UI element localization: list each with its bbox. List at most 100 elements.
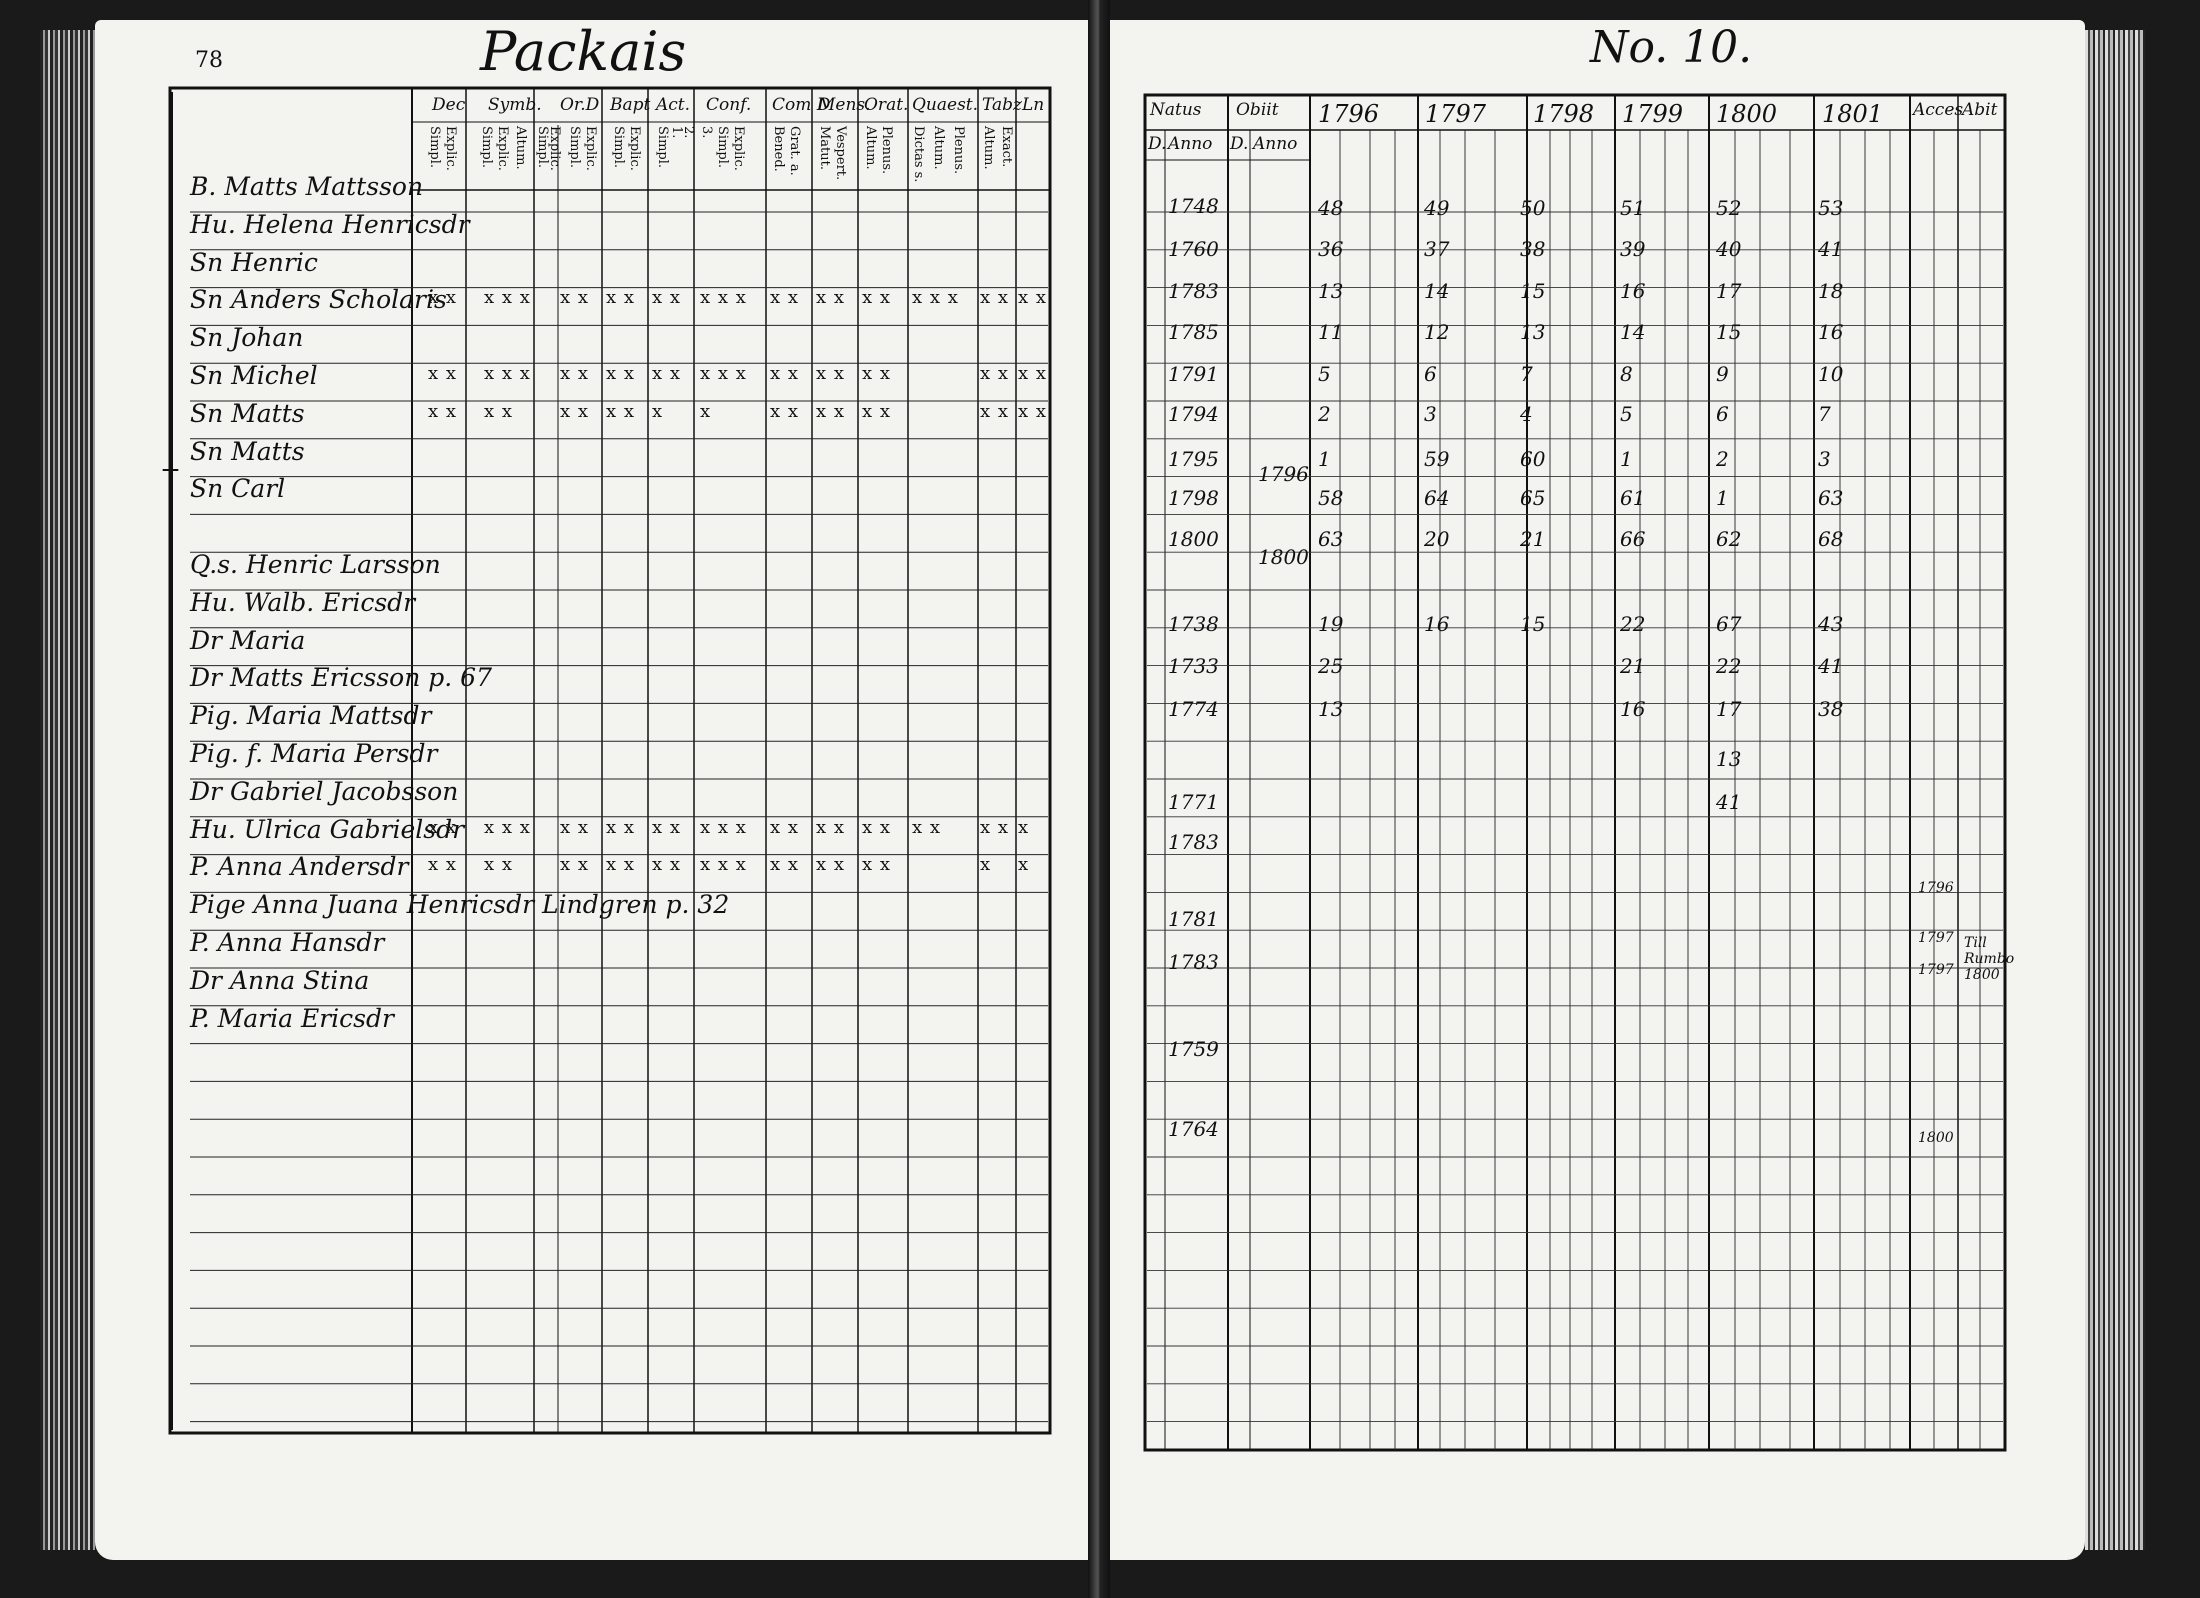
- column-header: Quaest.: [912, 95, 979, 115]
- column-header: 1800: [1716, 100, 1778, 128]
- column-subheader: Altum.: [513, 126, 528, 170]
- exam-mark: x x: [1018, 363, 1048, 384]
- death-year: 1800: [1258, 545, 1309, 569]
- household-member-name: Q.s. Henric Larsson: [190, 550, 441, 579]
- exam-mark: x x: [484, 854, 514, 876]
- exam-mark: x x x: [484, 363, 531, 384]
- age-entry: 66: [1620, 527, 1646, 551]
- age-entry: 61: [1620, 486, 1646, 510]
- exam-mark: x x: [560, 287, 590, 309]
- column-subheader: Anno: [1168, 134, 1213, 154]
- birth-year: 1800: [1168, 527, 1219, 551]
- birth-year: 1774: [1168, 697, 1219, 721]
- column-subheader: 3.: [699, 126, 714, 139]
- exam-mark: x x: [484, 400, 514, 422]
- column-subheader: Explic.: [627, 126, 642, 171]
- birth-year: 1795: [1168, 447, 1219, 471]
- exam-mark: x x: [428, 816, 458, 838]
- column-subheader: Simpl.: [535, 126, 550, 169]
- birth-year: 1794: [1168, 402, 1219, 426]
- exam-mark: x x: [816, 400, 846, 422]
- column-subheader: Explic.: [547, 126, 562, 171]
- exam-mark: x x: [560, 854, 590, 876]
- age-entry: 2: [1318, 402, 1331, 426]
- age-entry: 4: [1520, 402, 1533, 426]
- left-page: [95, 20, 1090, 1560]
- book-gutter: [1088, 0, 1110, 1598]
- accession-year-note: 1797: [1918, 930, 1954, 946]
- exam-mark: x x: [606, 363, 636, 384]
- exam-mark: x: [652, 400, 664, 422]
- age-entry: 13: [1520, 320, 1546, 344]
- birth-year: 1764: [1168, 1117, 1219, 1141]
- column-subheader: 2.: [681, 126, 696, 139]
- age-entry: 37: [1424, 237, 1450, 261]
- column-subheader: Plenus.: [951, 126, 966, 175]
- column-header: Natus: [1150, 100, 1202, 120]
- age-entry: 50: [1520, 196, 1546, 220]
- household-member-name: Sn Matts: [190, 436, 305, 466]
- exam-mark: x x: [652, 816, 682, 838]
- birth-year: 1781: [1168, 907, 1219, 931]
- column-subheader: Explic.: [443, 126, 458, 171]
- exam-mark: x x: [652, 363, 682, 384]
- column-subheader: Dictas s.: [911, 126, 926, 183]
- age-entry: 58: [1318, 486, 1344, 510]
- exam-mark: x: [980, 854, 992, 876]
- column-subheader: D.: [1230, 134, 1249, 154]
- exam-mark: x x: [816, 816, 846, 838]
- age-entry: 62: [1716, 527, 1742, 551]
- age-entry: 19: [1318, 612, 1344, 636]
- column-header: Acces: [1913, 100, 1964, 120]
- exam-mark: x x: [770, 854, 800, 876]
- birth-year: 1760: [1168, 237, 1219, 261]
- age-entry: 60: [1520, 447, 1546, 471]
- exam-mark: x x: [606, 854, 636, 876]
- age-entry: 48: [1318, 196, 1344, 220]
- exam-mark: x x: [428, 400, 458, 422]
- exam-mark: x x x: [700, 854, 747, 876]
- exam-mark: x x: [606, 400, 636, 422]
- age-entry: 22: [1620, 612, 1646, 636]
- age-entry: 25: [1318, 654, 1344, 678]
- age-entry: 16: [1620, 697, 1646, 721]
- column-subheader: Matut.: [817, 126, 832, 171]
- exam-mark: x x: [428, 854, 458, 876]
- exam-mark: x x x: [700, 287, 747, 309]
- age-entry: 1: [1620, 447, 1633, 471]
- age-entry: 49: [1424, 196, 1450, 220]
- register-number: No. 10.: [1590, 22, 1753, 73]
- household-member-name: Hu. Ulrica Gabrielsdr: [190, 814, 465, 844]
- column-header: Com D: [772, 95, 831, 115]
- column-subheader: Simpl.: [655, 126, 670, 169]
- age-entry: 41: [1818, 654, 1844, 678]
- exam-mark: x x: [606, 287, 636, 309]
- birth-year: 1783: [1168, 950, 1219, 974]
- birth-year: 1791: [1168, 362, 1219, 386]
- age-entry: 59: [1424, 447, 1450, 471]
- column-subheader: Exact.: [999, 126, 1014, 168]
- column-header: 1796: [1318, 100, 1380, 128]
- age-entry: 5: [1620, 402, 1633, 426]
- birth-year: 1738: [1168, 612, 1219, 636]
- exam-mark: x x: [862, 816, 892, 838]
- column-subheader: Vespert.: [833, 126, 848, 181]
- household-member-name: Sn Matts: [190, 398, 305, 428]
- age-entry: 8: [1620, 362, 1633, 386]
- household-member-name: Sn Michel: [190, 361, 318, 390]
- age-entry: 39: [1620, 237, 1646, 261]
- column-subheader: Bened.: [771, 126, 786, 172]
- column-header: Bapt: [610, 95, 651, 115]
- household-member-name: Dr Matts Ericsson p. 67: [190, 663, 492, 693]
- exam-mark: x x x: [700, 363, 747, 384]
- age-entry: 3: [1424, 402, 1437, 426]
- birth-year: 1783: [1168, 830, 1219, 854]
- age-entry: 68: [1818, 527, 1844, 551]
- exam-mark: x x: [560, 400, 590, 422]
- exam-mark: x x x: [484, 287, 531, 309]
- age-entry: 53: [1818, 196, 1844, 220]
- exam-mark: x x: [1018, 287, 1048, 309]
- column-subheader: Simpl.: [427, 126, 442, 169]
- age-entry: 40: [1716, 237, 1742, 261]
- age-entry: 13: [1716, 747, 1742, 771]
